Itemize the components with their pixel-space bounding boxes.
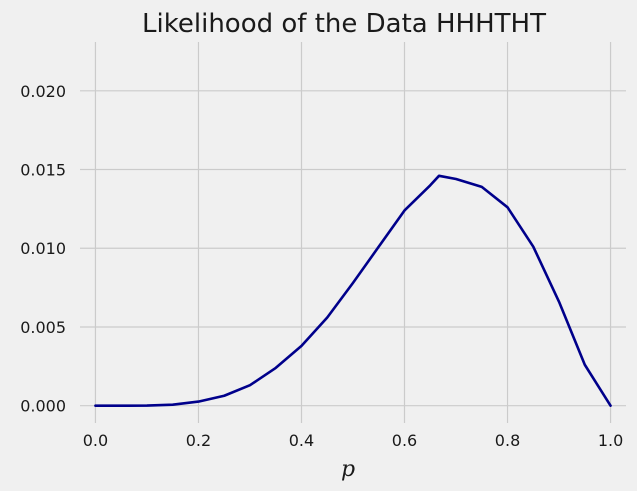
y-tick-label: 0.005 <box>20 318 66 337</box>
chart-title: Likelihood of the Data HHHTHT <box>142 9 546 39</box>
y-tick-label: 0.000 <box>20 397 66 416</box>
grid-lines <box>80 42 626 423</box>
x-tick-label: 0.6 <box>392 431 417 450</box>
likelihood-series-line <box>94 174 612 407</box>
x-tick-label: 0.2 <box>186 431 211 450</box>
y-tick-label: 0.010 <box>20 239 66 258</box>
y-tick-label: 0.020 <box>20 82 66 101</box>
x-axis-label: p <box>341 457 355 482</box>
x-tick-label: 0.8 <box>495 431 520 450</box>
x-tick-label: 1.0 <box>598 431 623 450</box>
x-tick-label: 0.0 <box>83 431 108 450</box>
y-tick-label: 0.015 <box>20 161 66 180</box>
x-tick-label: 0.4 <box>289 431 314 450</box>
series-layer <box>94 174 612 407</box>
tick-labels: 0.0 0.2 0.4 0.6 0.8 1.0 0.000 0.005 0.010 0.015 0.… <box>20 82 623 450</box>
